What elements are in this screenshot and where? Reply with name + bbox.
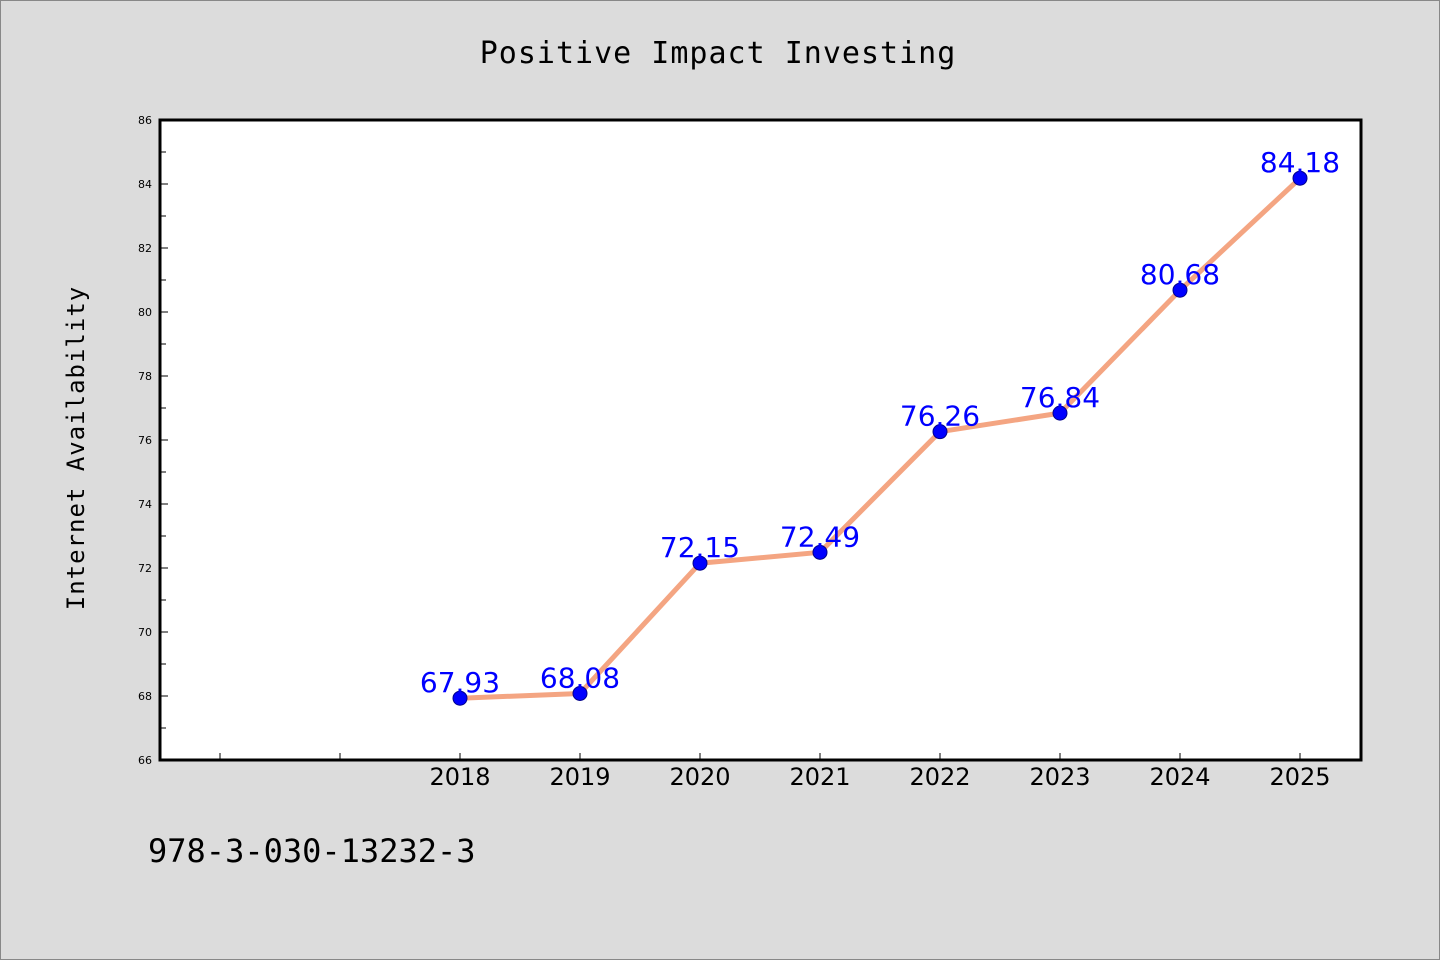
plot-border: [158, 118, 1363, 762]
data-point: [452, 690, 468, 706]
chart-title: Positive Impact Investing: [480, 36, 957, 71]
y-tick-label: 74: [138, 498, 152, 511]
x-tick-label: 2025: [1269, 763, 1330, 791]
data-point: [692, 555, 708, 571]
x-tick-label: 2023: [1029, 763, 1090, 791]
series-line: [457, 175, 1303, 701]
x-tick-label: 2024: [1149, 763, 1210, 791]
y-tick-label: 78: [138, 370, 152, 383]
x-tick-label: 2021: [789, 763, 850, 791]
y-axis-label: Internet Availability: [62, 286, 90, 610]
footer-code: 978-3-030-13232-3: [148, 832, 476, 870]
y-tick-label: 66: [138, 754, 152, 767]
x-axis: 2018 2019 2020 2021 2022 2023 2024 2025: [219, 753, 1331, 791]
x-tick-label: 2022: [909, 763, 970, 791]
data-label: 72.15: [660, 531, 740, 564]
data-label-layer: 67.93 68.08 72.15 72.49 76.26 76.84 80.68 84.18: [420, 146, 1340, 699]
data-point: [932, 424, 948, 440]
x-tick-label: 2018: [429, 763, 490, 791]
y-tick-label: 70: [138, 626, 152, 639]
data-point: [1172, 282, 1188, 298]
data-label: 67.93: [420, 666, 500, 699]
y-tick-label: 68: [138, 690, 152, 703]
y-tick-label: 86: [138, 114, 152, 127]
plot-area: [160, 120, 1361, 760]
data-point: [572, 685, 588, 701]
series-layer: [452, 170, 1308, 706]
y-tick-label: 72: [138, 562, 152, 575]
y-tick-label: 82: [138, 242, 152, 255]
data-label: 84.18: [1260, 146, 1340, 179]
y-tick-label: 84: [138, 178, 152, 191]
y-tick-label: 76: [138, 434, 152, 447]
data-label: 76.26: [900, 400, 980, 433]
y-tick-label: 80: [138, 306, 152, 319]
data-label: 76.84: [1020, 381, 1100, 414]
x-tick-label: 2019: [549, 763, 610, 791]
data-point: [1292, 170, 1308, 186]
data-label: 80.68: [1140, 258, 1220, 291]
data-label: 72.49: [780, 520, 860, 553]
data-label: 68.08: [540, 661, 620, 694]
x-tick-label: 2020: [669, 763, 730, 791]
data-point: [812, 544, 828, 560]
data-point: [1052, 405, 1068, 421]
